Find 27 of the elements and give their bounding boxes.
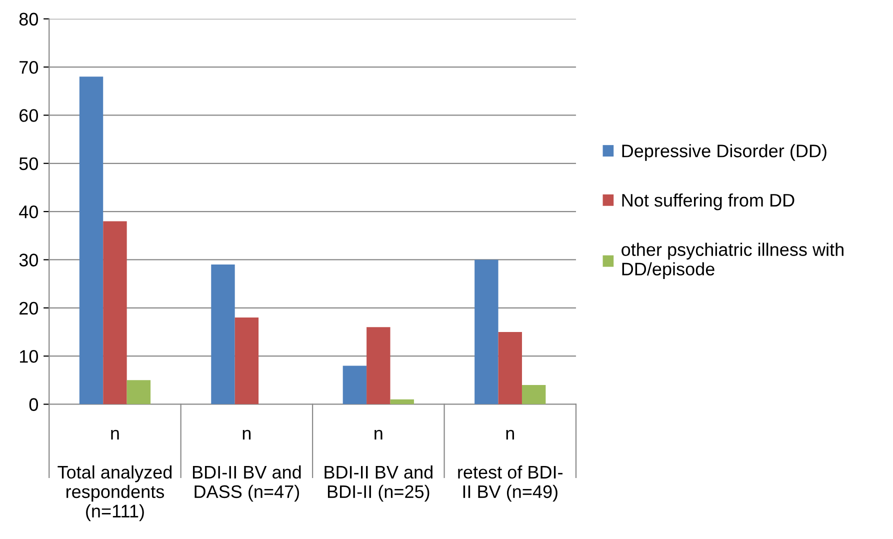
y-tick-label: 20 [20,302,38,315]
category-label: n retest of BDI- II BV (n=49) [458,430,563,502]
bar [211,264,235,404]
y-tick-label: 40 [19,205,38,218]
y-tick-label: 70 [20,60,38,74]
y-tick-label: 60 [20,109,38,122]
bar [522,384,546,404]
bar [390,399,414,404]
category-label: n Total analyzed respondents (n=111) [58,430,172,522]
legend-label: Not suffering from DD [622,193,794,210]
bar [103,221,127,404]
y-tick-label: 80 [19,12,38,26]
y-tick-label: 0 [29,398,38,411]
category-label: n BDI-II BV and BDI-II (n=25) [324,430,432,502]
legend-label: other psychiatric illness with DD/episode [622,242,844,280]
category-label: n BDI-II BV and DASS (n=47) [192,430,301,502]
bar [126,380,151,404]
bar [366,327,390,404]
bar [342,366,367,404]
y-tick-label: 50 [19,157,38,170]
bar [498,332,522,404]
bar [234,318,259,404]
bar [474,260,498,404]
legend-label: Depressive Disorder (DD) [622,144,826,161]
y-tick-label: 30 [19,254,38,266]
bar [79,76,104,404]
y-tick-label: 10 [20,350,38,363]
